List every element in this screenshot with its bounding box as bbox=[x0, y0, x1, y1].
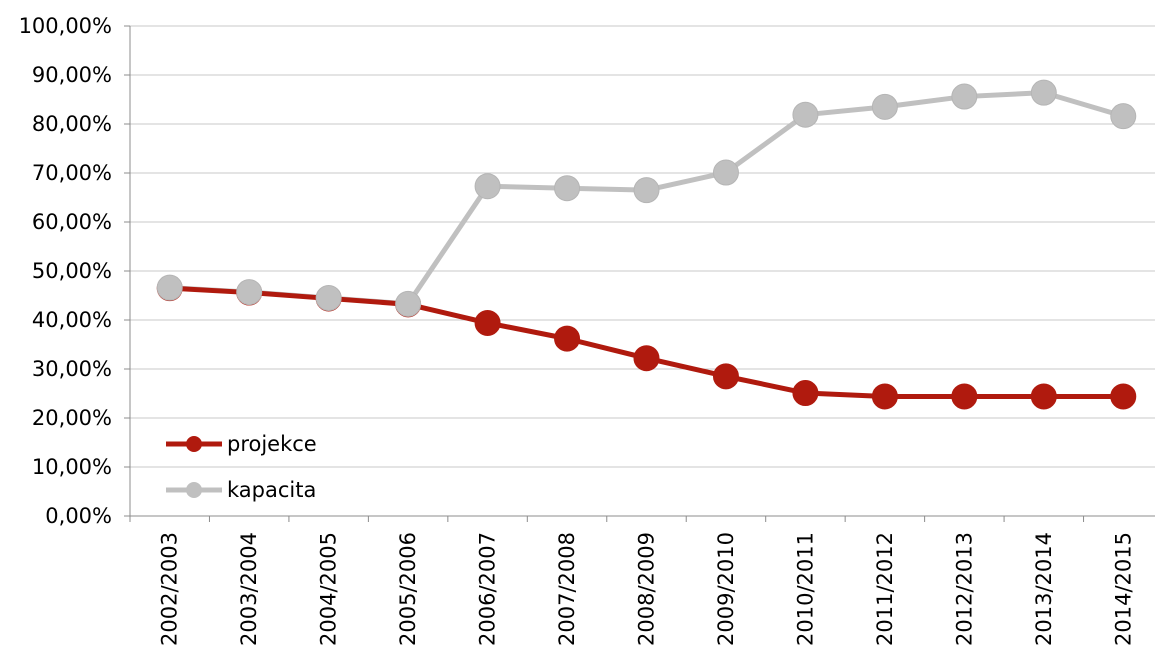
x-tick-label: 2011/2012 bbox=[873, 532, 897, 646]
legend-swatch-marker bbox=[186, 482, 202, 498]
y-tick-label: 30,00% bbox=[32, 357, 112, 381]
x-tick-label: 2005/2006 bbox=[396, 532, 420, 646]
data-point-kapacita bbox=[871, 93, 898, 120]
data-point-kapacita bbox=[474, 173, 501, 200]
y-tick-label: 90,00% bbox=[32, 63, 112, 87]
x-tick-label: 2008/2009 bbox=[635, 532, 659, 646]
series bbox=[156, 79, 1137, 410]
x-tick-label: 2006/2007 bbox=[476, 532, 500, 646]
data-point-kapacita bbox=[792, 101, 819, 128]
legend: projekce kapacita bbox=[166, 432, 317, 502]
data-point-kapacita bbox=[1030, 79, 1057, 106]
x-tick-label: 2004/2005 bbox=[317, 532, 341, 646]
y-tick-labels: 0,00% 10,00% 20,00% 30,00% 40,00% 50,00% 60,00… bbox=[19, 14, 112, 528]
y-tick-label: 10,00% bbox=[32, 455, 112, 479]
legend-item-projekce: projekce bbox=[166, 432, 317, 456]
x-tick-label: 2007/2008 bbox=[555, 532, 579, 646]
legend-item-kapacita: kapacita bbox=[166, 478, 316, 502]
axes bbox=[124, 25, 1155, 522]
data-point-projekce bbox=[712, 363, 739, 390]
data-point-projekce bbox=[554, 325, 581, 352]
data-point-projekce bbox=[474, 309, 501, 336]
y-tick-label: 40,00% bbox=[32, 308, 112, 332]
y-tick-label: 0,00% bbox=[45, 504, 112, 528]
data-point-kapacita bbox=[712, 159, 739, 186]
x-tick-label: 2009/2010 bbox=[714, 532, 738, 646]
y-tick-label: 70,00% bbox=[32, 161, 112, 185]
data-point-kapacita bbox=[395, 290, 422, 317]
x-tick-label: 2014/2015 bbox=[1111, 532, 1135, 646]
data-point-kapacita bbox=[156, 274, 183, 301]
data-point-projekce bbox=[1110, 383, 1137, 410]
data-point-kapacita bbox=[315, 284, 342, 311]
x-tick-label: 2002/2003 bbox=[158, 532, 182, 646]
data-point-kapacita bbox=[951, 83, 978, 110]
gridlines bbox=[130, 25, 1155, 468]
legend-swatch-marker bbox=[186, 436, 202, 452]
y-tick-label: 20,00% bbox=[32, 406, 112, 430]
data-point-kapacita bbox=[1110, 103, 1137, 130]
x-tick-label: 2013/2014 bbox=[1032, 532, 1056, 646]
data-point-projekce bbox=[871, 383, 898, 410]
y-tick-label: 50,00% bbox=[32, 259, 112, 283]
x-tick-labels: 2002/2003 2003/2004 2004/2005 2005/2006 2006… bbox=[158, 532, 1136, 646]
data-point-projekce bbox=[792, 380, 819, 407]
series-line-projekce bbox=[169, 285, 1124, 399]
y-tick-label: 80,00% bbox=[32, 112, 112, 136]
data-point-projekce bbox=[1030, 383, 1057, 410]
legend-label: kapacita bbox=[227, 478, 316, 502]
y-tick-label: 100,00% bbox=[19, 14, 112, 38]
x-tick-label: 2012/2013 bbox=[952, 532, 976, 646]
x-tick-label: 2010/2011 bbox=[793, 532, 817, 646]
data-point-projekce bbox=[951, 383, 978, 410]
x-tick-label: 2003/2004 bbox=[237, 532, 261, 646]
legend-label: projekce bbox=[227, 432, 317, 456]
data-point-kapacita bbox=[236, 279, 263, 306]
data-point-kapacita bbox=[633, 177, 660, 204]
data-point-kapacita bbox=[554, 175, 581, 202]
data-point-projekce bbox=[633, 345, 660, 372]
y-tick-label: 60,00% bbox=[32, 210, 112, 234]
